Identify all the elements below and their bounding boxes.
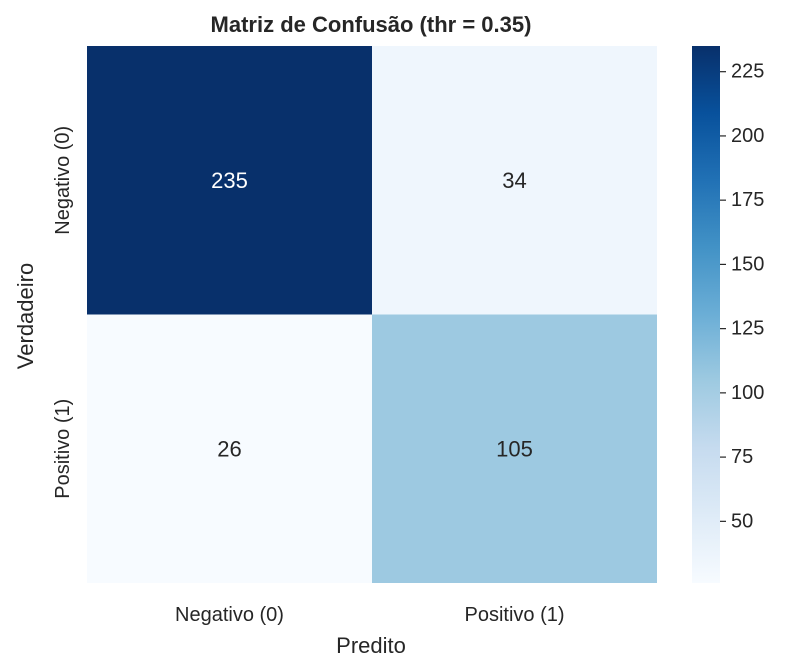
heatmap-cell-label: 34 — [502, 168, 526, 193]
heatmap-cell-label: 105 — [496, 436, 533, 461]
colorbar-tick-label: 125 — [731, 318, 764, 340]
x-axis-label: Predito — [336, 633, 406, 658]
heatmap-cell — [372, 314, 657, 583]
heatmap-cell — [87, 46, 372, 315]
colorbar-tick-label: 50 — [731, 510, 753, 532]
heatmap-cell — [87, 314, 372, 583]
colorbar-tick-label: 75 — [731, 446, 753, 468]
heatmap-cell-label: 26 — [217, 436, 241, 461]
colorbar-tick-label: 100 — [731, 382, 764, 404]
x-tick-label: Negativo (0) — [175, 604, 284, 626]
colorbar — [692, 46, 720, 583]
y-axis-ticks: Negativo (0) Positivo (1) — [52, 126, 74, 499]
chart-title: Matriz de Confusão (thr = 0.35) — [211, 12, 532, 37]
colorbar-tick-label: 200 — [731, 125, 764, 147]
heatmap-cell-labels: 235 34 26 105 — [211, 168, 533, 462]
heatmap-cells — [87, 46, 657, 583]
x-tick-label: Positivo (1) — [464, 604, 564, 626]
colorbar-ticks: 50 75 100 125 150 175 200 225 — [720, 61, 764, 532]
colorbar-tick-label: 225 — [731, 61, 764, 83]
y-tick-label: Negativo (0) — [52, 126, 74, 235]
colorbar-tick-label: 150 — [731, 253, 764, 275]
y-tick-label: Positivo (1) — [52, 399, 74, 499]
colorbar-tick-label: 175 — [731, 189, 764, 211]
heatmap-cell — [372, 46, 657, 315]
x-axis-ticks: Negativo (0) Positivo (1) — [175, 604, 564, 626]
heatmap-cell-label: 235 — [211, 168, 248, 193]
y-axis-label: Verdadeiro — [13, 263, 38, 369]
